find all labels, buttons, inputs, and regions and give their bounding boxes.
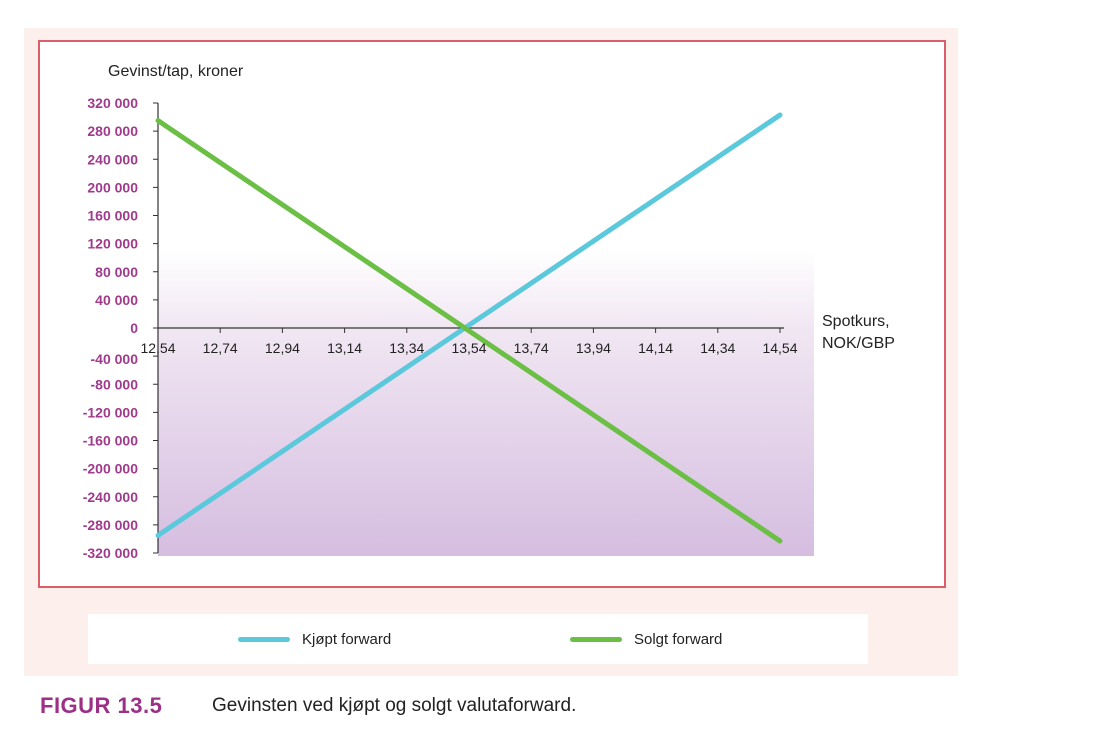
y-tick-label: -200 000 bbox=[83, 461, 138, 477]
x-tick-label: 12,74 bbox=[203, 340, 238, 356]
x-tick-label: 14,14 bbox=[638, 340, 673, 356]
legend-item-kjopt-forward: Kjøpt forward bbox=[238, 614, 391, 664]
y-axis-title: Gevinst/tap, kroner bbox=[108, 63, 244, 80]
legend-swatch-solgt bbox=[570, 636, 622, 642]
x-tick-label: 13,74 bbox=[514, 340, 549, 356]
y-tick-label: -320 000 bbox=[83, 545, 138, 561]
y-tick-label: 120 000 bbox=[87, 236, 138, 252]
y-tick-label: -120 000 bbox=[83, 404, 138, 420]
x-tick-label: 12,94 bbox=[265, 340, 300, 356]
y-tick-label: 200 000 bbox=[87, 179, 138, 195]
figure-caption-label: FIGUR 13.5 bbox=[40, 693, 163, 718]
x-tick-label: 12,54 bbox=[140, 340, 175, 356]
x-tick-label: 13,14 bbox=[327, 340, 362, 356]
legend-label-solgt: Solgt forward bbox=[634, 630, 723, 648]
series-line-solgt-forward bbox=[155, 118, 783, 544]
y-tick-label: -160 000 bbox=[83, 433, 138, 449]
x-tick-label: 13,94 bbox=[576, 340, 611, 356]
y-tick-label: -80 000 bbox=[91, 376, 139, 392]
x-tick-label: 13,54 bbox=[451, 340, 486, 356]
legend-swatch-kjopt bbox=[238, 636, 290, 642]
y-tick-label: 80 000 bbox=[95, 264, 138, 280]
legend-item-solgt-forward: Solgt forward bbox=[570, 614, 722, 664]
y-tick-label: 280 000 bbox=[87, 123, 138, 139]
x-axis-title-line2: NOK/GBP bbox=[822, 335, 895, 352]
plot-background bbox=[158, 250, 814, 556]
y-tick-label: -280 000 bbox=[83, 517, 138, 533]
x-tick-label: 14,34 bbox=[700, 340, 735, 356]
y-tick-label: 240 000 bbox=[87, 151, 138, 167]
y-tick-label: 40 000 bbox=[95, 292, 138, 308]
x-tick-label: 13,34 bbox=[389, 340, 424, 356]
legend-label-kjopt: Kjøpt forward bbox=[302, 630, 392, 648]
y-tick-label: 320 000 bbox=[87, 95, 138, 111]
legend: Kjøpt forward Solgt forward bbox=[88, 614, 868, 664]
figure-caption-text: Gevinsten ved kjøpt og solgt valutaforwa… bbox=[212, 695, 577, 716]
series-line-kjopt-forward bbox=[155, 112, 783, 538]
x-axis-title: Spotkurs, NOK/GBP bbox=[822, 311, 895, 355]
y-tick-label: -40 000 bbox=[91, 351, 139, 367]
x-axis-title-line1: Spotkurs, bbox=[822, 313, 890, 330]
x-tick-label: 14,54 bbox=[762, 340, 797, 356]
y-tick-label: 0 bbox=[130, 320, 138, 336]
y-tick-label: 160 000 bbox=[87, 208, 138, 224]
y-tick-label: -240 000 bbox=[83, 489, 138, 505]
